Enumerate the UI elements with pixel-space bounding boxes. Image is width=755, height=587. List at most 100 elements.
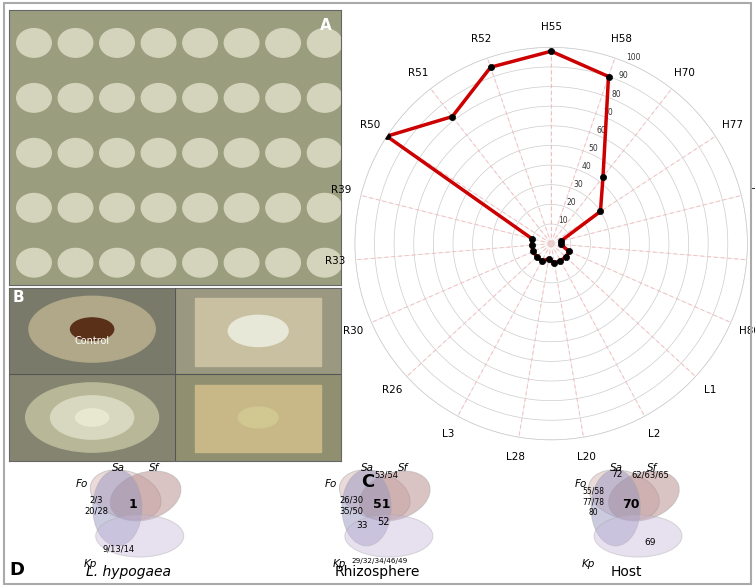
Circle shape [141, 248, 176, 277]
Point [381, 131, 393, 141]
Text: Kp: Kp [333, 559, 347, 569]
Circle shape [100, 194, 134, 222]
Ellipse shape [91, 470, 161, 520]
Circle shape [100, 83, 134, 112]
Circle shape [141, 29, 176, 57]
Circle shape [141, 194, 176, 222]
Text: 62/63/65: 62/63/65 [631, 470, 669, 480]
Circle shape [307, 83, 342, 112]
Point [555, 239, 567, 249]
Text: Sf: Sf [398, 463, 408, 473]
Text: 53/54: 53/54 [374, 470, 399, 480]
Point [446, 112, 458, 122]
Circle shape [183, 248, 217, 277]
Text: Rhizosphere: Rhizosphere [334, 565, 421, 579]
Ellipse shape [340, 470, 410, 520]
Bar [9, 375, 175, 461]
Text: B: B [12, 290, 24, 305]
Point [597, 173, 609, 182]
Text: Kp: Kp [84, 559, 97, 569]
Text: Sa: Sa [610, 463, 624, 473]
Circle shape [58, 194, 93, 222]
Circle shape [183, 83, 217, 112]
Circle shape [266, 248, 300, 277]
Text: 33: 33 [356, 521, 368, 530]
Circle shape [307, 194, 342, 222]
Circle shape [17, 139, 51, 167]
Point [602, 72, 615, 81]
Text: L. hypogaea: L. hypogaea [86, 565, 171, 579]
Circle shape [141, 139, 176, 167]
Text: 2/3
20/28: 2/3 20/28 [85, 495, 108, 515]
Point [543, 254, 555, 264]
Circle shape [183, 139, 217, 167]
Text: 9/13/14: 9/13/14 [103, 544, 134, 554]
Circle shape [76, 409, 109, 426]
Point [594, 207, 606, 216]
Point [545, 46, 557, 56]
Point [536, 256, 548, 265]
Text: Sf: Sf [647, 463, 657, 473]
Point [531, 252, 543, 262]
Text: Sa: Sa [112, 463, 125, 473]
Circle shape [266, 194, 300, 222]
Circle shape [58, 83, 93, 112]
Text: Kp: Kp [582, 559, 596, 569]
Ellipse shape [342, 470, 391, 546]
Text: 29/32/34/46/49: 29/32/34/46/49 [351, 558, 408, 564]
Bar [9, 288, 175, 375]
Text: 72: 72 [612, 470, 623, 480]
Ellipse shape [589, 470, 659, 520]
Text: Fo: Fo [325, 479, 337, 490]
Circle shape [239, 407, 278, 428]
Text: D: D [9, 561, 24, 579]
Point [548, 258, 560, 268]
Text: 70: 70 [622, 498, 639, 511]
Point [526, 234, 538, 244]
Circle shape [224, 29, 259, 57]
Circle shape [307, 29, 342, 57]
Circle shape [307, 248, 342, 277]
Circle shape [29, 296, 156, 362]
Text: 55/58
77/78
80: 55/58 77/78 80 [582, 487, 605, 517]
Point [563, 247, 575, 256]
Circle shape [70, 318, 114, 340]
Circle shape [100, 248, 134, 277]
Point [554, 256, 566, 265]
Circle shape [228, 315, 288, 346]
Circle shape [224, 248, 259, 277]
Circle shape [183, 194, 217, 222]
Bar [195, 298, 322, 366]
Circle shape [100, 139, 134, 167]
Circle shape [224, 139, 259, 167]
Circle shape [141, 83, 176, 112]
Text: 69: 69 [644, 538, 655, 548]
Ellipse shape [359, 471, 430, 521]
Circle shape [58, 29, 93, 57]
Text: A: A [319, 18, 331, 33]
Text: Sa: Sa [361, 463, 374, 473]
Point [559, 252, 572, 262]
Point [527, 247, 539, 256]
Circle shape [183, 29, 217, 57]
Circle shape [58, 248, 93, 277]
Point [485, 63, 497, 72]
Circle shape [266, 139, 300, 167]
Bar [195, 384, 322, 452]
Text: Host: Host [611, 565, 643, 579]
Circle shape [17, 29, 51, 57]
Text: 26/30
35/50: 26/30 35/50 [339, 495, 363, 515]
Bar [175, 375, 341, 461]
Circle shape [58, 139, 93, 167]
Circle shape [224, 194, 259, 222]
Circle shape [51, 396, 134, 439]
Point [555, 237, 567, 246]
Circle shape [17, 194, 51, 222]
Circle shape [224, 83, 259, 112]
Text: 52: 52 [377, 517, 390, 527]
Text: Sf: Sf [149, 463, 159, 473]
Ellipse shape [96, 515, 183, 557]
Text: 51: 51 [373, 498, 390, 511]
Ellipse shape [345, 515, 433, 557]
Point [525, 241, 538, 250]
